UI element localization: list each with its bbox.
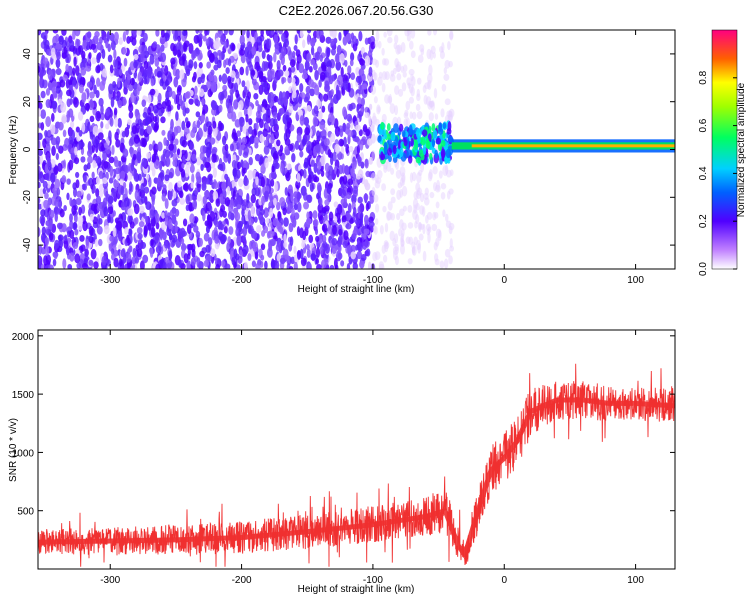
botXTicks-label-2: -100 — [363, 575, 383, 586]
topXTicks-label-3: 0 — [501, 275, 507, 286]
botYTicks-label-1: 1000 — [12, 448, 35, 459]
topXTicks-label-4: 100 — [627, 275, 644, 286]
colorbar-ticks: 0.0 0.2 0.4 0.6 0.8 — [698, 70, 737, 276]
colorbar: 0.0 0.2 0.4 0.6 0.8 Normalized spectral ampl… — [698, 29, 747, 276]
botYTicks-label-2: 1500 — [12, 390, 35, 401]
snr-y-axis: 500 1000 1500 2000 — [12, 332, 675, 518]
heatmap-region-1 — [370, 30, 455, 269]
topXTicks-label-1: -200 — [232, 275, 252, 286]
topYTicks-label-4: 40 — [22, 48, 33, 60]
spectrogram-y-axis-label: Frequency (Hz) — [8, 116, 19, 185]
botYTicks-label-3: 2000 — [12, 332, 35, 343]
snr-line-core — [38, 397, 675, 559]
colorbar-gradient — [711, 29, 738, 270]
tone-band-core — [471, 144, 675, 148]
colorbar-tick-label-4: 0.8 — [698, 70, 709, 84]
botXTicks-label-3: 0 — [501, 575, 507, 586]
spectrogram-y-axis: -40 -20 0 20 40 — [22, 48, 675, 252]
botXTicks-label-4: 100 — [627, 575, 644, 586]
topYTicks-label-3: 20 — [22, 96, 33, 108]
figure-title: C2E2.2026.067.20.56.G30 — [279, 3, 434, 18]
topYTicks-label-1: -20 — [22, 190, 33, 205]
heatmap-region-2 — [377, 120, 455, 166]
snr-y-axis-label: SNR (10 * v/v) — [8, 418, 19, 482]
botXTicks-label-1: -200 — [232, 575, 252, 586]
spectrogram-x-axis: -300 -200 -100 0 100 — [100, 30, 644, 286]
snr-panel: -300 -200 -100 0 100 500 1000 1500 2000 Height … — [8, 329, 676, 595]
heatmap-region-0 — [38, 30, 376, 269]
heatmap-region-3 — [451, 139, 675, 153]
colorbar-tick-label-3: 0.6 — [698, 118, 709, 132]
snr-x-axis-label: Height of straight line (km) — [298, 584, 415, 595]
snr-line — [38, 363, 675, 567]
colorbar-tick-label-1: 0.2 — [698, 214, 709, 228]
colorbar-label: Normalized spectral amplitude — [736, 82, 747, 217]
topXTicks-label-0: -300 — [100, 275, 120, 286]
botXTicks-label-0: -300 — [100, 575, 120, 586]
spectrogram-x-axis-label: Height of straight line (km) — [298, 284, 415, 295]
topXTicks-label-2: -100 — [363, 275, 383, 286]
snr-x-axis: -300 -200 -100 0 100 — [100, 330, 644, 586]
colorbar-tick-label-2: 0.4 — [698, 166, 709, 180]
botYTicks-label-0: 500 — [17, 507, 34, 518]
snr-series — [38, 363, 675, 567]
topYTicks-label-2: 0 — [22, 146, 33, 152]
colorbar-tick-label-0: 0.0 — [698, 262, 709, 276]
spectrogram-heatmap — [38, 30, 675, 269]
topYTicks-label-0: -40 — [22, 237, 33, 252]
